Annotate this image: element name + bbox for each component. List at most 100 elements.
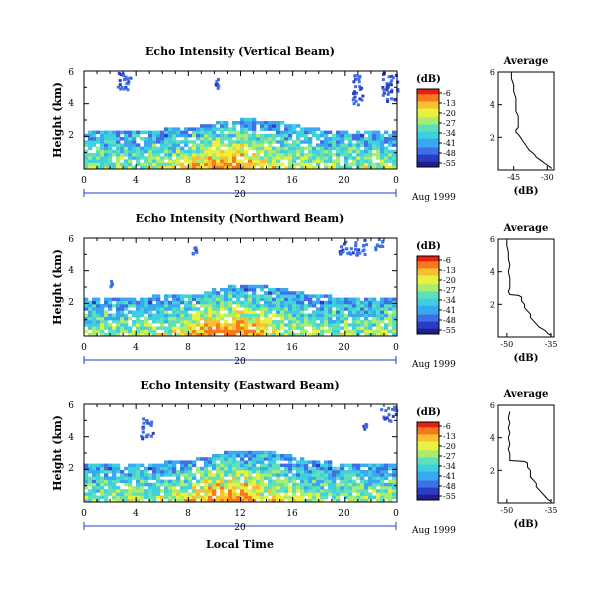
heatmap-cell — [328, 320, 333, 324]
heatmap-cell — [192, 476, 197, 480]
heatmap-cell — [132, 156, 137, 160]
heatmap-cell — [172, 310, 177, 314]
heatmap-cell — [268, 300, 273, 305]
heatmap-cell — [324, 159, 329, 163]
heatmap-cell — [392, 143, 397, 147]
heatmap-cell — [332, 466, 337, 471]
heatmap-cell — [148, 466, 153, 471]
heatmap-cell — [256, 492, 261, 496]
echo-cell — [381, 86, 385, 89]
heatmap-cell — [300, 133, 305, 138]
heatmap-cell — [328, 316, 333, 321]
heatmap-cell — [296, 489, 301, 493]
heatmap-cell — [220, 121, 225, 125]
heatmap-cell — [112, 133, 117, 138]
heatmap-cell — [216, 307, 221, 311]
heatmap-cell — [188, 323, 193, 327]
heatmap-cell — [208, 310, 213, 314]
heatmap-cell — [364, 323, 369, 327]
heatmap-cell — [152, 495, 157, 500]
heatmap-cell — [184, 165, 189, 170]
heatmap-cell — [392, 130, 397, 135]
heatmap-cell — [92, 479, 97, 484]
heatmap-cell — [252, 320, 257, 324]
heatmap-cell — [104, 313, 109, 318]
heatmap-cell — [192, 156, 197, 160]
heatmap-cell — [240, 137, 245, 141]
heatmap-cell — [144, 146, 149, 151]
colorbar-segment — [417, 256, 439, 259]
heatmap-cell — [96, 486, 101, 490]
heatmap-cell — [392, 156, 397, 160]
heatmap-cell — [112, 486, 117, 490]
heatmap-cell — [232, 486, 237, 490]
heatmap-cell — [264, 463, 269, 468]
heatmap-cell — [216, 153, 221, 157]
heatmap-cell — [388, 156, 393, 160]
heatmap-cell — [376, 133, 381, 138]
colorbar-segment — [417, 152, 439, 155]
heatmap-cell — [152, 489, 157, 493]
avg-ytick-label: 2 — [490, 300, 495, 309]
heatmap-cell — [196, 323, 201, 327]
heatmap-cell — [176, 304, 181, 308]
colorbar-segment — [417, 448, 439, 451]
heatmap-cell — [232, 332, 237, 337]
heatmap-cell — [92, 463, 97, 468]
heatmap-cell — [360, 313, 365, 318]
heatmap-cell — [256, 307, 261, 311]
heatmap-cell — [208, 492, 213, 496]
heatmap-cell — [184, 313, 189, 318]
heatmap-cell — [236, 297, 241, 302]
heatmap-cell — [212, 130, 217, 135]
heatmap-cell — [160, 130, 165, 135]
heatmap-cell — [340, 470, 345, 474]
heatmap-cell — [388, 307, 393, 311]
heatmap-cell — [148, 329, 153, 334]
heatmap-cell — [116, 498, 121, 503]
heatmap-cell — [300, 498, 305, 503]
heatmap-cell — [204, 146, 209, 151]
heatmap-cell — [232, 329, 237, 334]
heatmap-cell — [240, 326, 245, 330]
heatmap-cell — [224, 466, 229, 471]
heatmap-cell — [228, 130, 233, 135]
heatmap-cell — [252, 482, 257, 487]
heatmap-cell — [156, 137, 161, 141]
heatmap-cell — [172, 159, 177, 163]
heatmap-cell — [308, 297, 313, 302]
heatmap-cell — [148, 473, 153, 477]
heatmap-cell — [184, 460, 189, 464]
heatmap-cell — [292, 159, 297, 163]
heatmap-cell — [124, 300, 129, 305]
heatmap-cell — [128, 153, 133, 157]
echo-cell — [217, 78, 220, 81]
heatmap-cell — [172, 143, 177, 147]
heatmap-cell — [372, 310, 377, 314]
heatmap-cell — [300, 140, 305, 144]
heatmap-cell — [312, 498, 317, 503]
heatmap-cell — [252, 479, 257, 484]
heatmap-cell — [336, 156, 341, 160]
heatmap-cell — [228, 284, 233, 289]
heatmap-cell — [120, 149, 125, 154]
heatmap-cell — [252, 140, 257, 144]
heatmap-cell — [236, 313, 241, 318]
heatmap-cell — [300, 165, 305, 170]
heatmap-cell — [316, 143, 321, 147]
heatmap-cell — [376, 332, 381, 337]
heatmap-cell — [312, 294, 317, 298]
heatmap-cell — [192, 143, 197, 147]
heatmap-cell — [140, 320, 145, 324]
heatmap-cell — [224, 450, 229, 455]
colorbar-segment — [417, 316, 439, 319]
heatmap-cell — [352, 316, 357, 321]
heatmap-cell — [124, 479, 129, 484]
heatmap-cell — [284, 149, 289, 154]
heatmap-cell — [360, 140, 365, 144]
heatmap-cell — [84, 143, 89, 147]
heatmap-cell — [124, 498, 129, 503]
heatmap-cell — [296, 460, 301, 464]
heatmap-cell — [224, 482, 229, 487]
heatmap-cell — [296, 294, 301, 298]
